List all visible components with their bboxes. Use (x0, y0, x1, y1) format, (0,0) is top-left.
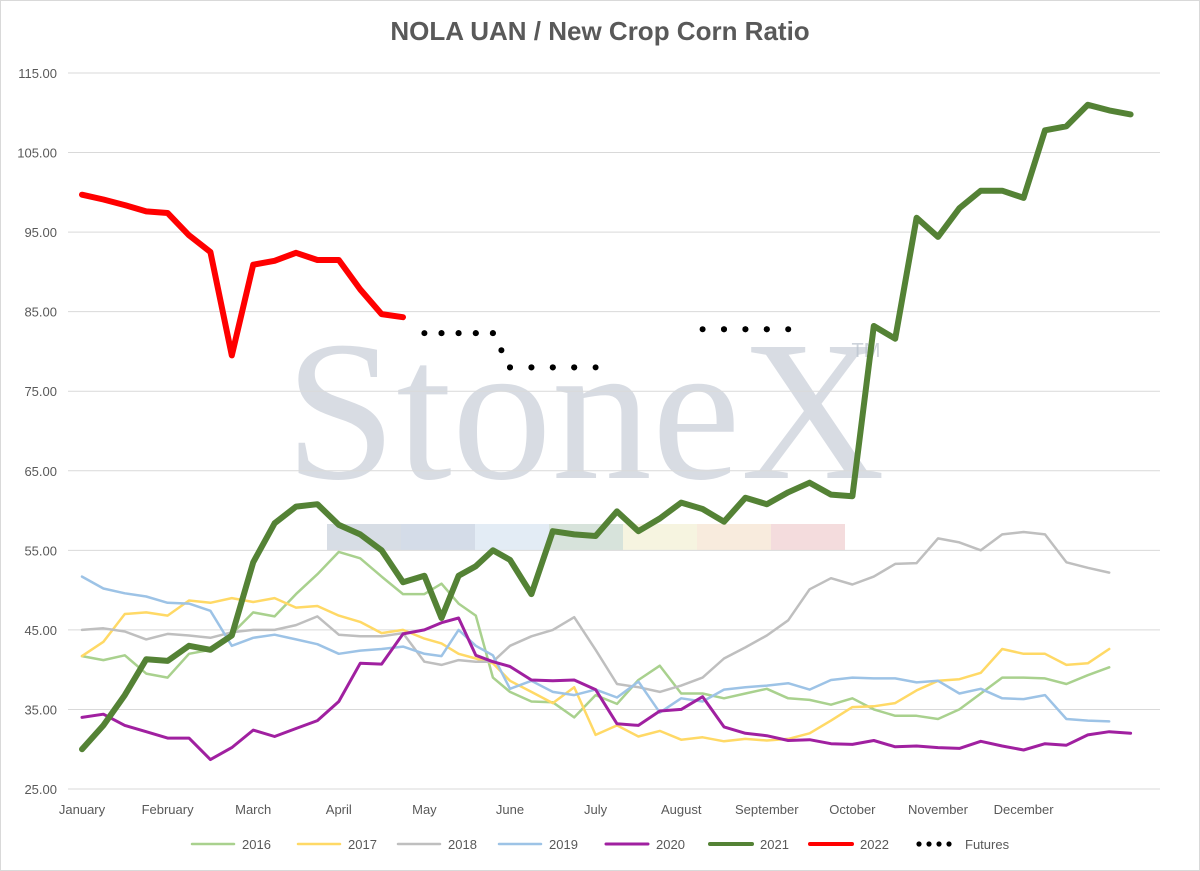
x-tick-label: July (584, 802, 608, 817)
legend-swatch-futures (946, 841, 952, 847)
watermark-band-segment (475, 524, 549, 550)
series-line-2019 (80, 575, 1111, 723)
legend-label-2020: 2020 (656, 837, 685, 852)
x-axis-ticks: January February March April May June July Augu… (59, 802, 1054, 817)
x-tick-label: March (235, 802, 271, 817)
y-tick-label: 85.00 (24, 305, 57, 320)
chart-title: NOLA UAN / New Crop Corn Ratio (390, 16, 810, 46)
y-tick-label: 25.00 (24, 782, 57, 797)
futures-dot (699, 326, 706, 333)
x-tick-label: May (412, 802, 437, 817)
series-lines (79, 101, 1134, 762)
futures-dot (571, 364, 578, 371)
futures-dot (489, 330, 496, 337)
x-tick-label: September (735, 802, 799, 817)
futures-dot (455, 330, 462, 337)
gridlines (68, 72, 1160, 790)
legend-swatch-futures (926, 841, 932, 847)
x-tick-label: August (661, 802, 702, 817)
y-tick-label: 55.00 (24, 543, 57, 558)
futures-dot (742, 326, 749, 333)
futures-dot (721, 326, 727, 333)
watermark-band-segment (697, 524, 771, 550)
futures-dot (472, 330, 479, 337)
series-line-futures (421, 326, 792, 371)
futures-dot (763, 326, 770, 333)
x-tick-label: October (829, 802, 876, 817)
series-line-2020 (80, 616, 1133, 762)
futures-dot (549, 364, 556, 371)
y-axis-ticks: 115.00 105.00 95.00 85.00 75.00 65.00 55.00 45.… (17, 66, 57, 797)
y-tick-label: 95.00 (24, 225, 57, 240)
watermark-trademark: TM (852, 340, 881, 362)
legend-label-2021: 2021 (760, 837, 789, 852)
legend: 2016 2017 2018 2019 2020 2021 2022 Futures (190, 837, 1010, 852)
legend-label-2018: 2018 (448, 837, 477, 852)
y-tick-label: 45.00 (24, 623, 57, 638)
y-tick-label: 115.00 (18, 66, 57, 81)
watermark-color-band (327, 524, 845, 550)
legend-label-2017: 2017 (348, 837, 377, 852)
x-tick-label: June (496, 802, 524, 817)
futures-dot (785, 326, 792, 333)
series-line-2017 (80, 596, 1111, 743)
series-line-2021 (79, 101, 1134, 753)
x-tick-label: November (908, 802, 969, 817)
x-tick-label: December (994, 802, 1055, 817)
futures-dot (438, 330, 445, 337)
futures-dot (592, 364, 599, 371)
series-line-2018 (80, 530, 1111, 694)
watermark-band-segment (401, 524, 475, 550)
legend-label-2016: 2016 (242, 837, 271, 852)
x-tick-label: April (326, 802, 352, 817)
y-tick-label: 35.00 (24, 702, 57, 717)
futures-dot (507, 364, 513, 371)
futures-dot (421, 330, 428, 337)
watermark-text: StoneX (285, 301, 885, 522)
watermark-band-segment (771, 524, 845, 550)
x-tick-label: February (142, 802, 195, 817)
legend-swatch-futures (936, 841, 942, 847)
y-tick-label: 75.00 (24, 384, 57, 399)
series-line-2022 (79, 191, 406, 359)
x-tick-label: January (59, 802, 106, 817)
y-tick-label: 65.00 (24, 464, 57, 479)
y-tick-label: 105.00 (17, 146, 57, 161)
futures-dot (498, 347, 505, 354)
series-line-2016 (80, 550, 1111, 721)
legend-swatch-futures (916, 841, 922, 847)
stonex-watermark: StoneX TM (285, 301, 885, 550)
futures-dot (528, 364, 535, 371)
legend-label-2019: 2019 (549, 837, 578, 852)
legend-label-futures: Futures (965, 837, 1010, 852)
legend-label-2022: 2022 (860, 837, 889, 852)
